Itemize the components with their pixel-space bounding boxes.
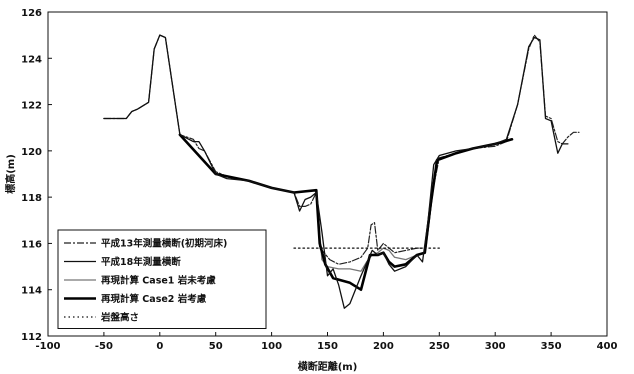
y-axis-label: 標高(m) — [4, 154, 17, 194]
x-tick-label: 200 — [373, 341, 394, 352]
x-axis-label: 横断距離(m) — [298, 360, 358, 373]
series-line-2 — [103, 34, 569, 309]
y-tick-label: 116 — [21, 239, 42, 250]
x-tick-label: -50 — [95, 341, 113, 352]
x-tick-label: 400 — [597, 341, 618, 352]
x-tick-label: 100 — [261, 341, 282, 352]
y-tick-label: 122 — [21, 101, 42, 112]
x-tick-label: -100 — [35, 341, 60, 352]
x-tick-label: 350 — [541, 341, 562, 352]
x-tick-label: 150 — [317, 341, 338, 352]
x-tick-label: 50 — [209, 341, 223, 352]
legend-label: 平成18年測量横断 — [101, 256, 181, 268]
y-tick-label: 112 — [21, 332, 42, 343]
x-tick-label: 300 — [485, 341, 506, 352]
y-tick-label: 124 — [21, 54, 42, 65]
legend-box — [57, 229, 267, 329]
y-tick-label: 114 — [21, 286, 42, 297]
tick-labels: -100 -50 0 50 100 150 200 250 300 350 400 112 114 116… — [21, 8, 617, 352]
legend-label: 平成13年測量横断(初期河床) — [101, 238, 227, 250]
legend-label: 再現計算 Case2 岩考慮 — [101, 293, 207, 305]
x-tick-label: 0 — [156, 341, 163, 352]
series-line-1 — [103, 34, 580, 265]
legend-label: 再現計算 Case1 岩未考慮 — [101, 275, 216, 287]
x-tick-label: 250 — [429, 341, 450, 352]
y-tick-label: 126 — [21, 8, 42, 19]
series-layer — [103, 34, 580, 309]
y-tick-label: 118 — [21, 193, 42, 204]
y-tick-label: 120 — [21, 147, 42, 158]
plot-area — [47, 11, 608, 337]
legend-label: 岩盤高さ — [100, 312, 139, 324]
